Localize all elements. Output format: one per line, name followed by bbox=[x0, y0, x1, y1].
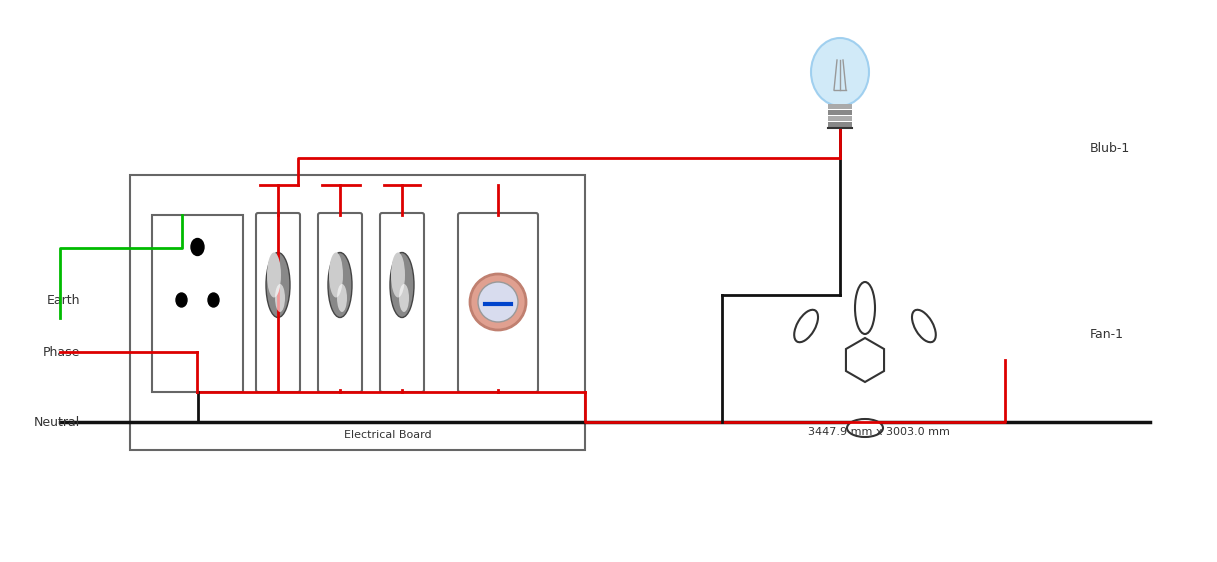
Ellipse shape bbox=[267, 252, 290, 318]
Text: Earth: Earth bbox=[46, 293, 80, 306]
Ellipse shape bbox=[811, 38, 869, 106]
Bar bbox=[828, 104, 852, 109]
FancyBboxPatch shape bbox=[458, 213, 538, 392]
Ellipse shape bbox=[329, 252, 343, 297]
Ellipse shape bbox=[470, 274, 526, 330]
Text: Neutral: Neutral bbox=[34, 415, 80, 428]
Ellipse shape bbox=[267, 252, 281, 297]
FancyBboxPatch shape bbox=[380, 213, 424, 392]
Ellipse shape bbox=[389, 252, 414, 318]
Ellipse shape bbox=[912, 310, 936, 342]
Text: Blub-1: Blub-1 bbox=[1090, 142, 1131, 155]
Ellipse shape bbox=[795, 310, 818, 342]
Ellipse shape bbox=[191, 238, 204, 256]
Ellipse shape bbox=[399, 284, 409, 312]
Bar bbox=[828, 122, 852, 127]
Ellipse shape bbox=[337, 284, 347, 312]
Ellipse shape bbox=[847, 419, 884, 437]
Text: Phase: Phase bbox=[43, 346, 80, 359]
Polygon shape bbox=[846, 338, 884, 382]
Ellipse shape bbox=[856, 282, 875, 334]
Ellipse shape bbox=[478, 282, 518, 322]
Bar bbox=[130, 175, 585, 450]
Ellipse shape bbox=[275, 284, 285, 312]
Bar bbox=[828, 110, 852, 115]
Text: Fan-1: Fan-1 bbox=[1090, 329, 1125, 342]
FancyBboxPatch shape bbox=[318, 213, 361, 392]
Ellipse shape bbox=[208, 293, 219, 307]
FancyBboxPatch shape bbox=[256, 213, 301, 392]
Ellipse shape bbox=[329, 252, 352, 318]
Ellipse shape bbox=[176, 293, 187, 307]
Text: Electrical Board: Electrical Board bbox=[343, 430, 431, 440]
Text: 3447.9 mm x 3003.0 mm: 3447.9 mm x 3003.0 mm bbox=[808, 427, 950, 437]
Ellipse shape bbox=[391, 252, 405, 297]
Bar bbox=[828, 116, 852, 121]
Bar bbox=[152, 215, 243, 392]
